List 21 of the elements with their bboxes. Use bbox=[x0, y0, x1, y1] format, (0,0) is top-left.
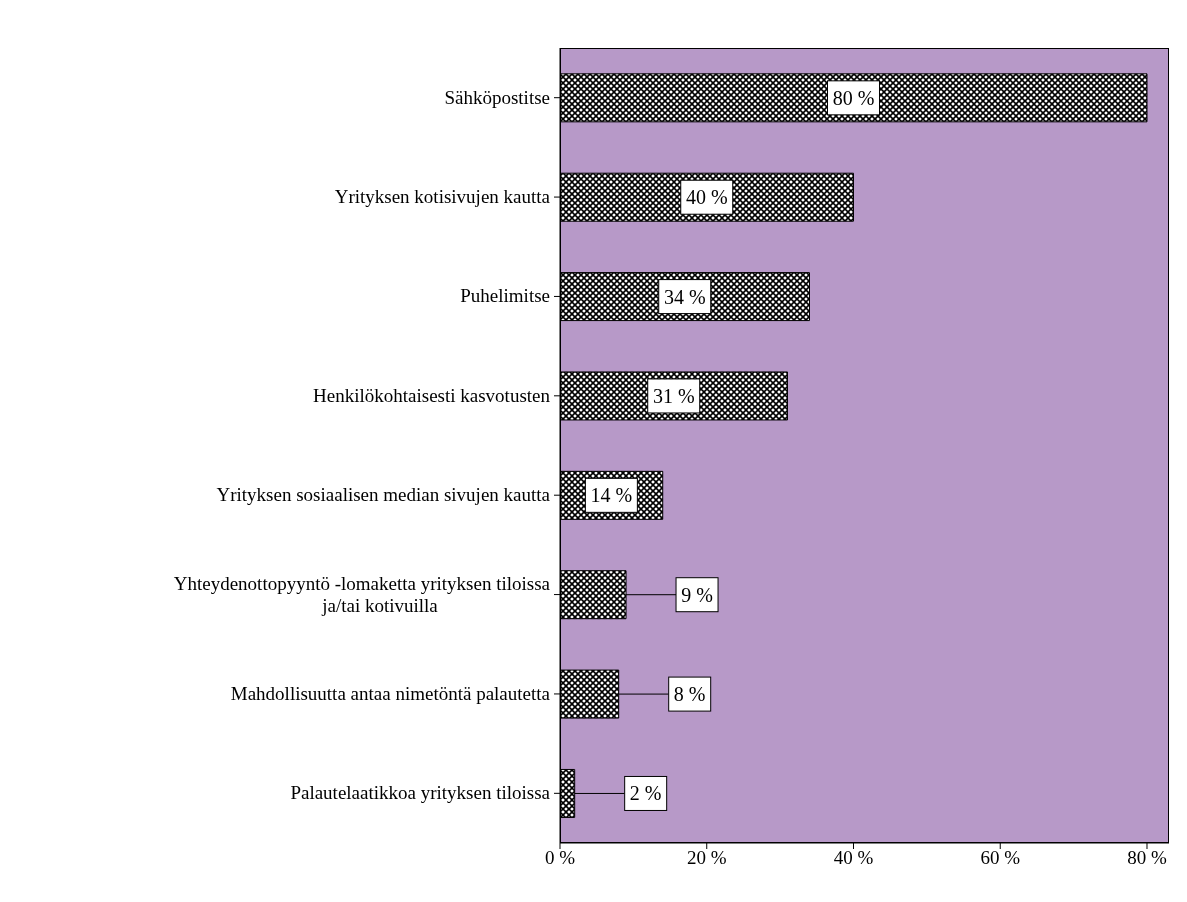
y-tick-label: Yrityksen sosiaalisen median sivujen kautta bbox=[216, 484, 551, 506]
data-label: 14 % bbox=[590, 484, 633, 507]
data-label: 2 % bbox=[629, 782, 662, 805]
x-tick-label: 60 % bbox=[980, 847, 1021, 869]
x-tick-label: 20 % bbox=[686, 847, 727, 869]
data-label: 9 % bbox=[681, 583, 713, 606]
data-label: 34 % bbox=[663, 285, 706, 308]
y-tick-label: Palautelaatikkoa yrityksen tiloissa bbox=[290, 782, 551, 804]
y-tick-label: Mahdollisuutta antaa nimetöntä palautetta bbox=[230, 682, 551, 704]
y-tick-label: Yrityksen kotisivujen kautta bbox=[334, 186, 551, 208]
data-label: 40 % bbox=[685, 186, 728, 209]
data-label: 8 % bbox=[673, 683, 706, 706]
y-tick-label: Sähköpostitse bbox=[444, 86, 550, 108]
data-label: 80 % bbox=[832, 86, 875, 109]
data-label: 31 % bbox=[652, 384, 695, 407]
x-tick-label: 40 % bbox=[833, 847, 874, 869]
y-tick-label: Henkilökohtaisesti kasvotusten bbox=[313, 384, 551, 406]
y-tick-label: Yhteydenottopyyntö -lomaketta yrityksen tiloissa ja/tai kotivuilla bbox=[173, 572, 551, 616]
y-tick-label: Puhelimitse bbox=[460, 285, 550, 307]
x-tick-label: 0 % bbox=[544, 847, 576, 869]
x-tick-label: 80 % bbox=[1127, 847, 1167, 869]
